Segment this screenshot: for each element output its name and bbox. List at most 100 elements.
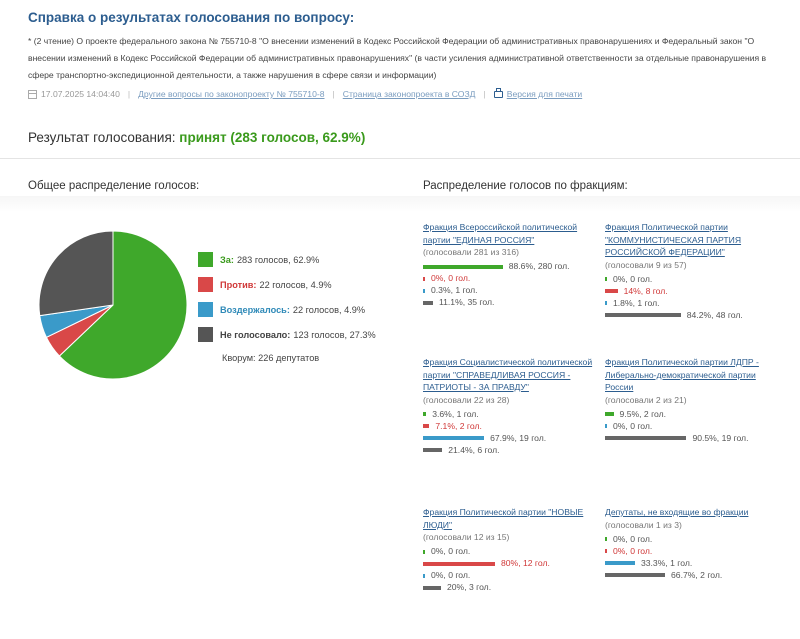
pie-legend: За: 283 голосов, 62.9% Против: 22 голосов, …	[198, 247, 376, 363]
faction-link[interactable]: Фракция Политической партии "КОММУНИСТИЧ…	[605, 222, 742, 257]
vote-bar-label: 88.6%, 280 гол.	[508, 261, 570, 272]
vote-bar	[605, 289, 618, 293]
pie-slice-for	[58, 230, 188, 380]
faction-vote-row: 21.4%, 6 гол.	[423, 444, 603, 456]
faction-vote-row: 7.1%, 2 гол.	[423, 420, 603, 432]
faction-link[interactable]: Фракция Всероссийской политической парти…	[423, 222, 578, 245]
faction-vote-row: 0%, 0 гол.	[423, 546, 603, 558]
vote-bar	[423, 288, 425, 293]
faction-vote-row: 84.2%, 48 гол.	[605, 309, 785, 321]
legend-label: Против:	[220, 279, 257, 290]
faction-vote-row: 1.8%, 1 гол.	[605, 297, 785, 309]
divider	[0, 158, 800, 159]
faction-block: Фракция Политической партии ЛДПР - Либер…	[605, 356, 785, 444]
vote-bar-label: 67.9%, 19 гол.	[490, 432, 547, 443]
vote-bar	[605, 573, 666, 577]
faction-vote-row: 3.6%, 1 гол.	[423, 408, 603, 420]
page-title: Справка о результатах голосования по воп…	[28, 10, 355, 25]
faction-link[interactable]: Фракция Социалистической политической па…	[423, 357, 593, 392]
separator: |	[127, 89, 131, 99]
vote-bar	[423, 412, 427, 416]
faction-distribution-heading: Распределение голосов по фракциям:	[423, 180, 628, 192]
calendar-icon	[28, 89, 37, 99]
vote-bar-label: 0%, 0 гол.	[431, 570, 471, 581]
legend-value: 22 голосов, 4.9%	[259, 279, 332, 290]
faction-vote-row: 90.5%, 19 гол.	[605, 432, 785, 444]
faction-voted-count: (голосовали 9 из 57)	[605, 259, 687, 270]
vote-bar-label: 84.2%, 48 гол.	[686, 309, 743, 320]
faction-voted-count: (голосовали 12 из 15)	[423, 532, 510, 542]
faction-link[interactable]: Фракция Политической партии "НОВЫЕ ЛЮДИ"	[423, 507, 584, 530]
faction-vote-row: 67.9%, 19 гол.	[423, 432, 603, 444]
print-version-link[interactable]: Версия для печати	[506, 89, 583, 99]
faction-link[interactable]: Депутаты, не входящие во фракции	[605, 507, 749, 517]
vote-bar	[605, 561, 635, 565]
vote-bar	[423, 276, 425, 281]
faction-vote-row: 0%, 0 гол.	[605, 545, 785, 557]
result-label: Результат голосования:	[28, 130, 176, 145]
separator: |	[332, 89, 335, 99]
legend-label: За:	[220, 254, 234, 265]
faction-vote-row: 88.6%, 280 гол.	[423, 261, 603, 273]
vote-bar	[423, 448, 443, 452]
separator: |	[483, 89, 486, 99]
votes-pie-chart	[38, 230, 188, 380]
faction-vote-row: 0%, 0 гол.	[423, 570, 603, 582]
meta-bar: 17.07.2025 14:04:40 | Другие вопросы по …	[28, 87, 583, 99]
faction-vote-row: 80%, 12 гол.	[423, 558, 603, 570]
faction-vote-row: 66.7%, 2 гол.	[605, 569, 785, 581]
quorum-text: Кворум: 226 депутатов	[222, 353, 320, 363]
faction-block: Фракция Политической партии "КОММУНИСТИЧ…	[605, 221, 785, 321]
vote-bar	[423, 585, 441, 590]
legend-swatch	[198, 252, 213, 267]
vote-bar-label: 11.1%, 35 гол.	[438, 297, 495, 308]
printer-icon	[493, 87, 503, 98]
faction-vote-row: 33.3%, 1 гол.	[605, 557, 785, 569]
overall-distribution-heading: Общее распределение голосов:	[28, 180, 200, 192]
legend-label: Воздержалось:	[220, 304, 290, 315]
legend-item-for: За: 283 голосов, 62.9%	[198, 247, 376, 272]
faction-voted-count: (голосовали 22 из 28)	[423, 394, 510, 405]
vote-bar	[423, 549, 425, 554]
faction-block: Депутаты, не входящие во фракции (голосов…	[605, 506, 785, 581]
vote-bar	[605, 412, 614, 416]
faction-vote-row: 20%, 3 гол.	[423, 582, 603, 594]
faction-block: Фракция Политической партии "НОВЫЕ ЛЮДИ"…	[423, 506, 603, 594]
vote-bar-label: 20%, 3 гол.	[447, 582, 492, 593]
legend-swatch	[198, 302, 213, 317]
vote-bar	[605, 301, 607, 305]
vote-bar	[605, 313, 681, 317]
vote-bar-label: 3.6%, 1 гол.	[432, 408, 479, 419]
vote-bar-label: 33.3%, 1 гол.	[640, 557, 693, 568]
vote-bar-label: 14%, 8 гол.	[623, 285, 668, 296]
other-votes-link[interactable]: Другие вопросы по законопроекту № 755710…	[138, 89, 325, 99]
faction-link[interactable]: Фракция Политической партии ЛДПР - Либер…	[605, 357, 759, 392]
result-value: принят (283 голосов, 62.9%)	[179, 130, 366, 145]
legend-swatch	[198, 327, 213, 342]
vote-bar	[605, 436, 687, 440]
vote-bar-label: 0%, 0 гол.	[613, 420, 653, 431]
faction-vote-row: 11.1%, 35 гол.	[423, 297, 603, 309]
vote-bar	[423, 436, 485, 440]
vote-bar	[423, 561, 495, 566]
vote-bar	[423, 264, 503, 269]
vote-bar	[605, 277, 607, 281]
vote-result: Результат голосования: принят (283 голос…	[28, 130, 365, 145]
vote-bar-label: 9.5%, 2 гол.	[619, 408, 667, 419]
vote-bar-label: 66.7%, 2 гол.	[671, 569, 723, 580]
section-band	[0, 196, 800, 212]
faction-vote-row: 14%, 8 гол.	[605, 285, 785, 297]
faction-vote-row: 0%, 0 гол.	[605, 420, 785, 432]
vote-bar-label: 0%, 0 гол.	[431, 273, 471, 284]
vote-bar	[605, 537, 607, 541]
vote-bar-label: 0%, 0 гол.	[613, 533, 653, 544]
vote-bar	[423, 300, 433, 305]
legend-label: Не голосовало:	[220, 329, 291, 340]
legend-item-abstain: Воздержалось: 22 голосов, 4.9%	[198, 297, 376, 322]
faction-vote-row: 0%, 0 гол.	[605, 273, 785, 285]
pie-slice-absent	[38, 230, 114, 317]
sozd-page-link[interactable]: Страница законопроекта в СОЗД	[342, 89, 476, 99]
faction-vote-row: 0.3%, 1 гол.	[423, 285, 603, 297]
faction-voted-count: (голосовали 281 из 316)	[423, 247, 519, 257]
vote-bar-label: 90.5%, 19 гол.	[692, 432, 749, 443]
